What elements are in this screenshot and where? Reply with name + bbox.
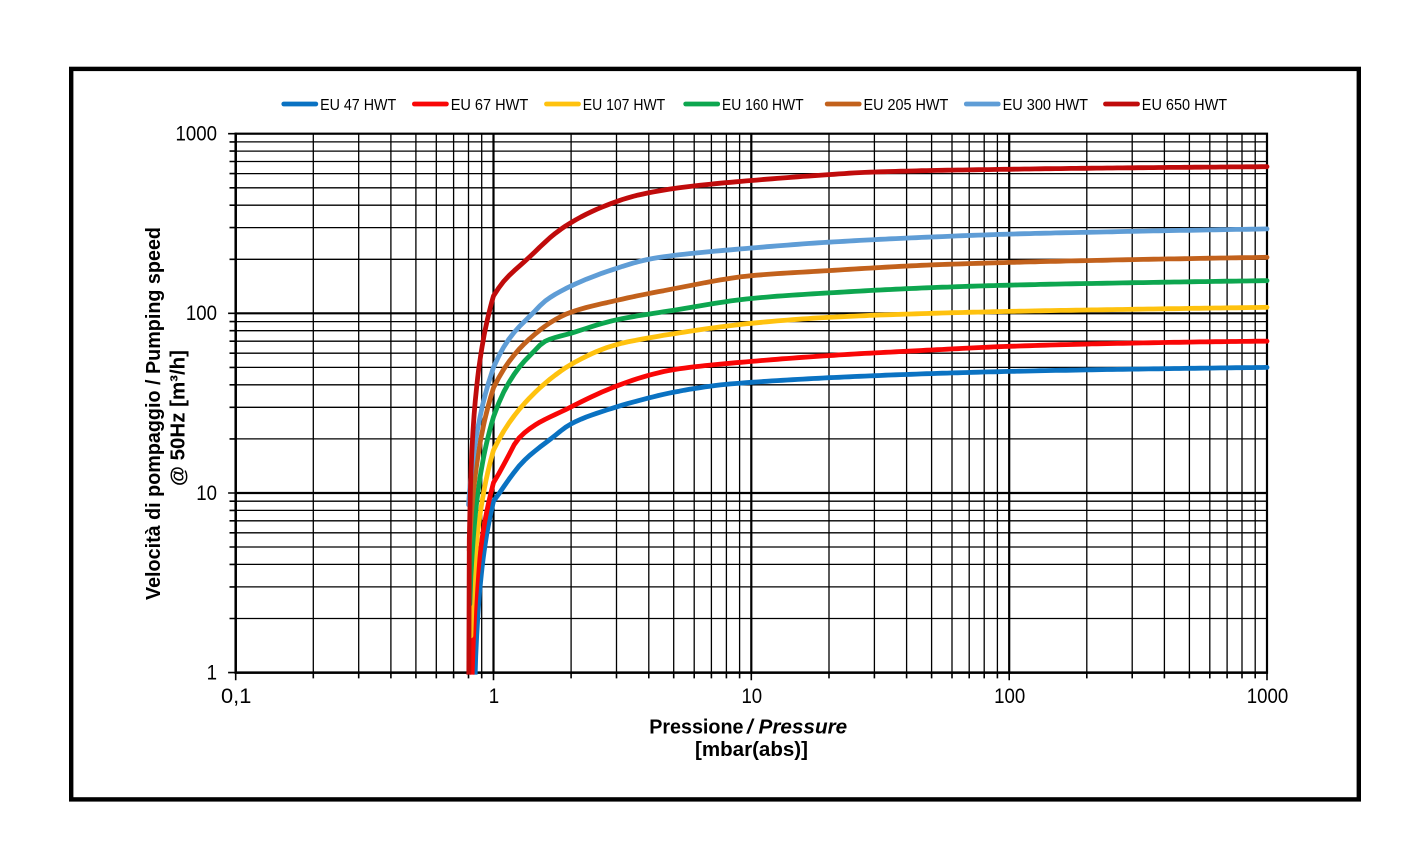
svg-text:100: 100 <box>186 301 217 325</box>
svg-text:EU 47 HWT: EU 47 HWT <box>320 97 397 114</box>
svg-text:EU 160 HWT: EU 160 HWT <box>722 97 804 114</box>
svg-text:1: 1 <box>489 684 499 708</box>
svg-text:EU 300 HWT: EU 300 HWT <box>1003 97 1089 114</box>
svg-text:10: 10 <box>741 684 762 708</box>
svg-text:1000: 1000 <box>176 122 218 146</box>
svg-text:1: 1 <box>207 660 217 684</box>
svg-text:[mbar(abs)]: [mbar(abs)] <box>695 739 808 761</box>
svg-text:EU 205 HWT: EU 205 HWT <box>864 97 949 114</box>
svg-text:EU 67 HWT: EU 67 HWT <box>451 97 529 114</box>
svg-text:100: 100 <box>994 684 1025 708</box>
svg-text:1000: 1000 <box>1247 684 1289 708</box>
svg-text:@ 50Hz [m³/h]: @ 50Hz [m³/h] <box>167 350 189 486</box>
svg-text:Velocità di pompaggio / Pumpin: Velocità di pompaggio / Pumping speed <box>143 227 165 600</box>
svg-text:EU 107 HWT: EU 107 HWT <box>583 97 666 114</box>
svg-text:0,1: 0,1 <box>221 684 251 708</box>
svg-text:EU 650 HWT: EU 650 HWT <box>1142 97 1228 114</box>
svg-text:/ Pressure: / Pressure <box>746 717 847 739</box>
svg-text:10: 10 <box>196 481 217 505</box>
svg-text:Pressione: Pressione <box>649 717 743 739</box>
